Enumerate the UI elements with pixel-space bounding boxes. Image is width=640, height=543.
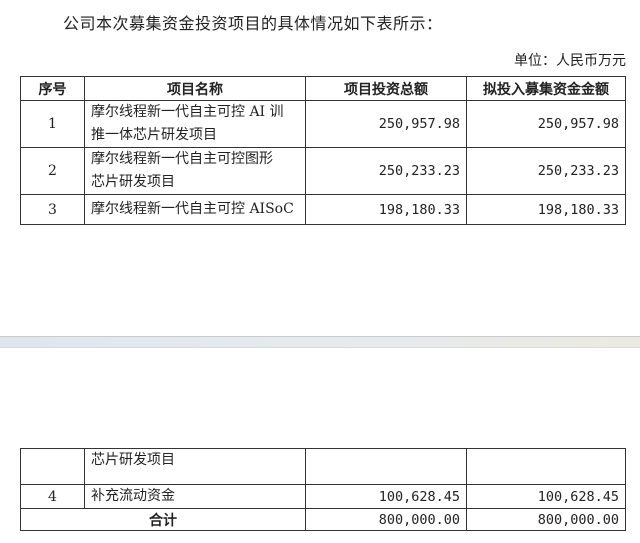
row-name: 摩尔线程新一代自主可控 AI 训推一体芯片研发项目 <box>84 100 306 148</box>
row-name: 摩尔线程新一代自主可控 AISoC <box>84 194 306 225</box>
row-name: 摩尔线程新一代自主可控图形 芯片研发项目 <box>84 147 306 195</box>
row-total: 250,957.98 <box>305 100 467 148</box>
row-raised: 250,957.98 <box>466 100 626 148</box>
page-break-separator <box>0 336 640 348</box>
table-row: 1 摩尔线程新一代自主可控 AI 训推一体芯片研发项目 250,957.98 2… <box>20 100 626 148</box>
unit-label: 单位：人民币万元 <box>514 53 626 69</box>
row-total: 100,628.45 <box>305 484 467 509</box>
investment-table-continued: 芯片研发项目 4 补充流动资金 100,628.45 100,628.45 合计… <box>20 448 626 531</box>
header-raised: 拟投入募集资金金额 <box>466 76 626 101</box>
row-no: 2 <box>20 147 85 195</box>
row-name-line: 推一体芯片研发项目 <box>91 127 217 143</box>
row-name: 芯片研发项目 <box>84 448 306 485</box>
row-total: 250,233.23 <box>305 147 467 195</box>
empty-cell <box>20 448 85 485</box>
total-investment: 800,000.00 <box>305 508 467 531</box>
table-row: 2 摩尔线程新一代自主可控图形 芯片研发项目 250,233.23 250,233… <box>20 147 626 195</box>
row-no: 1 <box>20 100 85 148</box>
empty-cell <box>466 448 626 485</box>
intro-paragraph: 公司本次募集资金投资项目的具体情况如下表所示： <box>63 14 443 33</box>
header-total: 项目投资总额 <box>305 76 467 101</box>
row-raised: 100,628.45 <box>466 484 626 509</box>
row-name-line: 摩尔线程新一代自主可控 AI 训 <box>91 104 284 120</box>
row-name-line: 芯片研发项目 <box>91 174 175 190</box>
header-name: 项目名称 <box>84 76 306 101</box>
investment-table: 序号 项目名称 项目投资总额 拟投入募集资金金额 1 摩尔线程新一代自主可控 A… <box>20 76 626 225</box>
header-no: 序号 <box>20 76 85 101</box>
row-name: 补充流动资金 <box>84 484 306 509</box>
row-total: 198,180.33 <box>305 194 467 225</box>
row-raised: 198,180.33 <box>466 194 626 225</box>
total-raised: 800,000.00 <box>466 508 626 531</box>
table-row: 3 摩尔线程新一代自主可控 AISoC 198,180.33 198,180.3… <box>20 194 626 225</box>
table-total-row: 合计 800,000.00 800,000.00 <box>20 508 626 531</box>
row-no: 3 <box>20 194 85 225</box>
empty-cell <box>305 448 467 485</box>
table-header-row: 序号 项目名称 项目投资总额 拟投入募集资金金额 <box>20 76 626 101</box>
table-row-continued: 芯片研发项目 <box>20 448 626 485</box>
total-label: 合计 <box>20 508 306 531</box>
table-row: 4 补充流动资金 100,628.45 100,628.45 <box>20 484 626 509</box>
row-raised: 250,233.23 <box>466 147 626 195</box>
row-name-line: 摩尔线程新一代自主可控图形 <box>91 151 273 167</box>
row-no: 4 <box>20 484 85 509</box>
